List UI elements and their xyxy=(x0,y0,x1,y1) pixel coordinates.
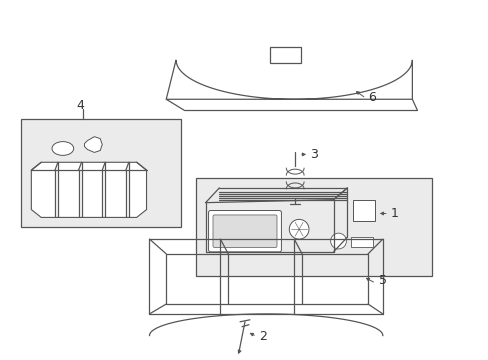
Text: 2: 2 xyxy=(258,330,266,343)
Polygon shape xyxy=(84,137,102,152)
FancyBboxPatch shape xyxy=(350,237,372,247)
FancyBboxPatch shape xyxy=(195,178,431,276)
Polygon shape xyxy=(166,60,411,99)
FancyBboxPatch shape xyxy=(208,211,281,252)
Text: 5: 5 xyxy=(378,274,386,287)
Circle shape xyxy=(330,233,346,249)
Circle shape xyxy=(289,219,308,239)
Ellipse shape xyxy=(52,141,74,156)
FancyBboxPatch shape xyxy=(21,119,181,227)
Polygon shape xyxy=(31,162,146,217)
FancyBboxPatch shape xyxy=(213,215,276,247)
FancyBboxPatch shape xyxy=(269,47,301,63)
Text: 1: 1 xyxy=(390,207,398,220)
Text: 4: 4 xyxy=(77,99,84,112)
FancyBboxPatch shape xyxy=(352,200,374,221)
Text: 6: 6 xyxy=(367,91,375,104)
Text: 3: 3 xyxy=(309,148,317,161)
